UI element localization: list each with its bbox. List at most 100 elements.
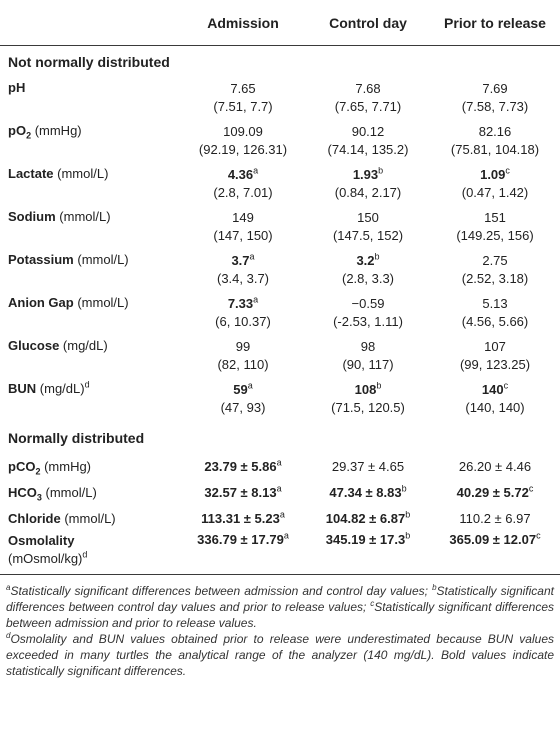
sig-mark: b: [374, 251, 380, 262]
cell-control: 29.37 ± 4.65: [306, 453, 430, 479]
value: 336.79 ± 17.79: [197, 532, 284, 547]
range: (149.25, 156): [456, 228, 534, 243]
cell-prior: 82.16 (75.81, 104.18): [430, 121, 560, 164]
sig-mark: a: [276, 483, 282, 494]
row-label: pO2 (mmHg): [0, 121, 180, 164]
value: 3.7: [231, 253, 250, 268]
cell-control: 108b (71.5, 120.5): [306, 379, 430, 422]
label-text: pO2: [8, 123, 31, 140]
range: (6, 10.37): [215, 314, 271, 329]
range: (-2.53, 1.11): [333, 314, 403, 329]
row-label: pH: [0, 78, 180, 121]
cell-control: 90.12 (74.14, 135.2): [306, 121, 430, 164]
row-label: Osmolality (mOsmol/kg)d: [0, 531, 180, 575]
table-row-hco3: HCO3 (mmol/L) 32.57 ± 8.13a 47.34 ± 8.83…: [0, 479, 560, 505]
cell-control: 104.82 ± 6.87b: [306, 505, 430, 531]
unit: (mmHg): [31, 123, 82, 138]
cell-prior: 2.75 (2.52, 3.18): [430, 250, 560, 293]
cell-admission: 32.57 ± 8.13a: [180, 479, 306, 505]
label-pre: HCO: [8, 484, 37, 500]
sig-mark: a: [276, 457, 282, 468]
label-text: Anion Gap: [8, 295, 74, 310]
cell-prior: 365.09 ± 12.07c: [430, 531, 560, 575]
value: 40.29 ± 5.72: [456, 484, 529, 500]
value: 59: [233, 382, 248, 397]
value: 345.19 ± 17.3: [325, 532, 406, 547]
range: (74.14, 135.2): [327, 142, 409, 157]
table-row-anion-gap: Anion Gap (mmol/L) 7.33a (6, 10.37) −0.59…: [0, 293, 560, 336]
value: 104.82 ± 6.87: [325, 510, 406, 526]
cell-control: 345.19 ± 17.3b: [306, 531, 430, 575]
cell-admission: 7.65 (7.51, 7.7): [180, 78, 306, 121]
value: 1.09: [480, 167, 506, 182]
value: 32.57 ± 8.13: [204, 484, 277, 500]
value: 107: [484, 339, 506, 354]
header-prior-to-release: Prior to release: [430, 0, 560, 46]
value: 23.79 ± 5.86: [204, 458, 277, 474]
sig-mark: b: [401, 483, 407, 494]
row-label: Glucose (mg/dL): [0, 336, 180, 379]
cell-prior: 110.2 ± 6.97: [430, 505, 560, 531]
sig-mark: c: [536, 530, 541, 541]
header-parameter: [0, 0, 180, 46]
cell-prior: 5.13 (4.56, 5.66): [430, 293, 560, 336]
footnote-mark: c: [370, 599, 375, 608]
value: 110.2 ± 6.97: [459, 510, 531, 526]
range: (75.81, 104.18): [450, 142, 540, 157]
value: 365.09 ± 12.07: [449, 532, 537, 547]
sig-mark: a: [279, 509, 285, 520]
footnote-text: Statistically significant differences be…: [6, 584, 554, 614]
row-label: BUN (mg/dL)d: [0, 379, 180, 422]
cell-prior: 1.09c (0.47, 1.42): [430, 164, 560, 207]
range: (147, 150): [213, 228, 273, 243]
cell-admission: 113.31 ± 5.23a: [180, 505, 306, 531]
value: 99: [235, 339, 251, 354]
section-row: Not normally distributed: [0, 46, 560, 79]
sig-mark: a: [253, 294, 259, 305]
range: (2.8, 7.01): [213, 185, 273, 200]
row-label: Anion Gap (mmol/L): [0, 293, 180, 336]
range: (7.65, 7.71): [334, 99, 402, 114]
unit: (mmol/L): [41, 484, 97, 500]
range: (0.84, 2.17): [334, 185, 402, 200]
range: (99, 123.25): [459, 357, 531, 372]
label-text: Osmolality: [8, 533, 75, 548]
value: 1.93: [352, 167, 379, 182]
cell-prior: 151 (149.25, 156): [430, 207, 560, 250]
value: 82.16: [478, 124, 512, 139]
cell-control: −0.59 (-2.53, 1.11): [306, 293, 430, 336]
cell-admission: 149 (147, 150): [180, 207, 306, 250]
header-control-day: Control day: [306, 0, 430, 46]
label-pre: pO: [8, 123, 27, 138]
sig-mark: c: [528, 483, 534, 494]
value: 150: [357, 210, 379, 225]
range: (0.47, 1.42): [461, 185, 529, 200]
table-row-osmolality: Osmolality (mOsmol/kg)d 336.79 ± 17.79a 3…: [0, 531, 560, 575]
table-row-glucose: Glucose (mg/dL) 99 (82, 110) 98 (90, 117) …: [0, 336, 560, 379]
label-sub: 2: [35, 466, 41, 477]
header-row: Admission Control day Prior to release: [0, 0, 560, 46]
sig-mark: a: [247, 380, 253, 391]
sig-mark: b: [405, 530, 411, 541]
cell-admission: 23.79 ± 5.86a: [180, 453, 306, 479]
footnote-text: Statistically significant differences be…: [6, 600, 554, 630]
row-label: Lactate (mmol/L): [0, 164, 180, 207]
unit: (mmol/L): [60, 510, 116, 526]
unit: (mg/dL): [59, 338, 108, 353]
unit: (mOsmol/kg): [8, 551, 83, 566]
sig-mark: c: [503, 380, 509, 391]
range: (2.52, 3.18): [461, 271, 529, 286]
unit: (mmol/L): [53, 166, 109, 181]
header-admission: Admission: [180, 0, 306, 46]
cell-control: 1.93b (0.84, 2.17): [306, 164, 430, 207]
unit: (mmol/L): [55, 209, 111, 224]
value: 113.31 ± 5.23: [201, 510, 280, 526]
cell-prior: 140c (140, 140): [430, 379, 560, 422]
cell-control: 98 (90, 117): [306, 336, 430, 379]
range: (2.8, 3.3): [341, 271, 395, 286]
sig-mark: b: [376, 380, 382, 391]
label-text: Glucose: [8, 338, 60, 353]
value: 7.33: [227, 296, 254, 311]
cell-admission: 3.7a (3.4, 3.7): [180, 250, 306, 293]
label-text: pH: [8, 80, 26, 95]
